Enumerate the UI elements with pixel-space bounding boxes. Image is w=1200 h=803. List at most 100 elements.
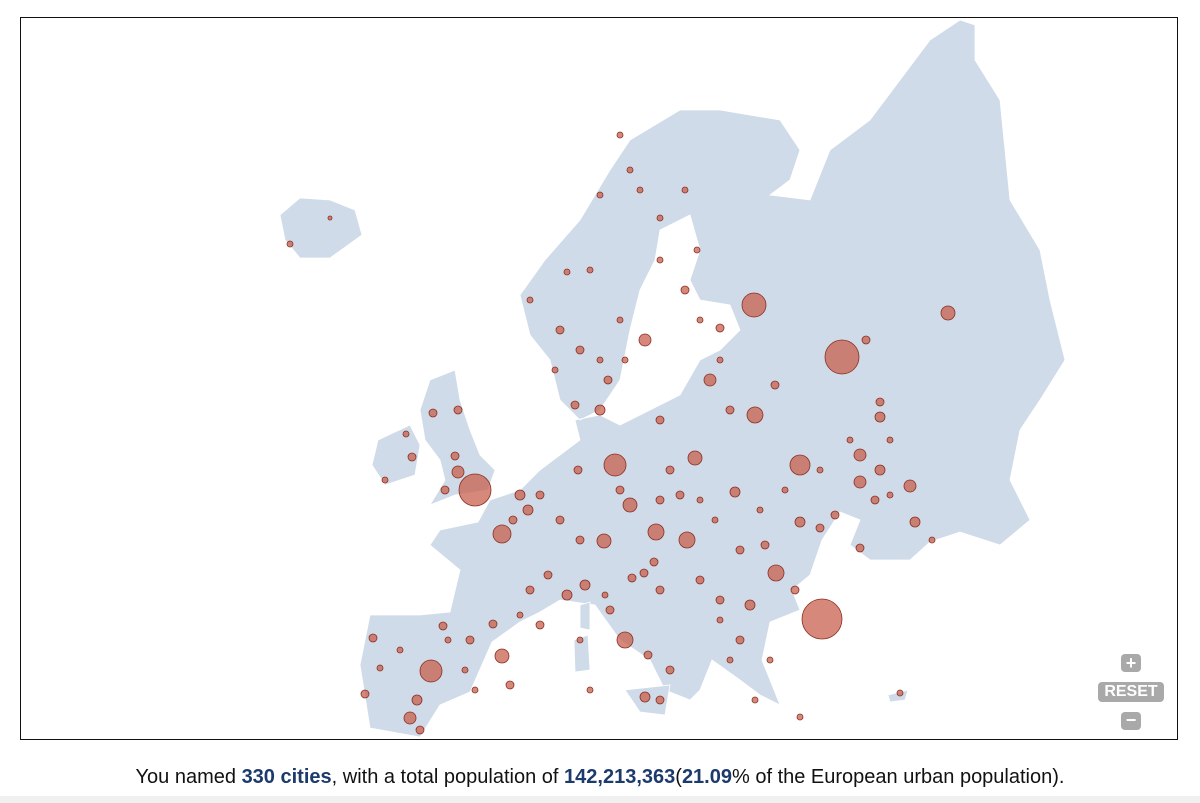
city-marker[interactable] [647,523,665,541]
city-marker[interactable] [526,296,534,304]
city-marker[interactable] [665,465,675,475]
city-marker[interactable] [643,650,653,660]
city-marker[interactable] [824,339,860,375]
city-marker[interactable] [465,635,475,645]
city-marker[interactable] [715,595,725,605]
city-marker[interactable] [639,691,651,703]
city-marker[interactable] [286,240,294,248]
city-marker[interactable] [508,515,518,525]
city-marker[interactable] [855,543,865,553]
city-marker[interactable] [535,620,545,630]
city-marker[interactable] [794,516,806,528]
city-marker[interactable] [488,619,498,629]
city-marker[interactable] [874,464,886,476]
city-marker[interactable] [458,473,492,507]
city-marker[interactable] [535,490,545,500]
city-marker[interactable] [603,375,613,385]
city-marker[interactable] [573,465,583,475]
city-marker[interactable] [579,579,591,591]
city-marker[interactable] [525,585,535,595]
city-marker[interactable] [846,436,854,444]
city-marker[interactable] [830,510,840,520]
city-marker[interactable] [403,711,417,725]
city-marker[interactable] [770,380,780,390]
city-marker[interactable] [639,568,649,578]
city-marker[interactable] [649,557,659,567]
city-marker[interactable] [696,316,704,324]
city-marker[interactable] [940,305,956,321]
city-marker[interactable] [438,621,448,631]
city-marker[interactable] [756,506,764,514]
city-marker[interactable] [680,285,690,295]
city-marker[interactable] [766,656,774,664]
city-marker[interactable] [716,356,724,364]
city-marker[interactable] [790,585,800,595]
city-marker[interactable] [655,585,665,595]
city-marker[interactable] [853,475,867,489]
city-marker[interactable] [621,356,629,364]
city-marker[interactable] [514,489,526,501]
city-marker[interactable] [861,335,871,345]
city-marker[interactable] [801,598,843,640]
city-marker[interactable] [655,495,665,505]
city-marker[interactable] [575,345,585,355]
city-marker[interactable] [725,405,735,415]
city-marker[interactable] [616,631,634,649]
city-marker[interactable] [396,646,404,654]
city-marker[interactable] [693,246,701,254]
city-marker[interactable] [696,496,704,504]
city-marker[interactable] [570,400,580,410]
city-marker[interactable] [327,215,333,221]
city-marker[interactable] [586,686,594,694]
city-marker[interactable] [729,486,741,498]
map[interactable]: + RESET − [20,17,1178,740]
city-marker[interactable] [360,689,370,699]
city-marker[interactable] [655,415,665,425]
city-marker[interactable] [411,694,423,706]
city-marker[interactable] [596,356,604,364]
city-marker[interactable] [586,266,594,274]
city-marker[interactable] [789,454,811,476]
city-marker[interactable] [575,535,585,545]
city-marker[interactable] [796,713,804,721]
city-marker[interactable] [563,268,571,276]
city-marker[interactable] [626,166,634,174]
city-marker[interactable] [816,466,824,474]
city-marker[interactable] [903,479,917,493]
city-marker[interactable] [735,635,745,645]
city-marker[interactable] [681,186,689,194]
city-marker[interactable] [555,325,565,335]
city-marker[interactable] [675,490,685,500]
city-marker[interactable] [655,695,665,705]
city-marker[interactable] [376,664,384,672]
city-marker[interactable] [636,186,644,194]
city-marker[interactable] [601,591,609,599]
city-marker[interactable] [886,491,894,499]
city-marker[interactable] [744,599,756,611]
city-marker[interactable] [874,411,886,423]
city-marker[interactable] [622,497,638,513]
city-marker[interactable] [781,486,789,494]
city-marker[interactable] [715,323,725,333]
city-marker[interactable] [716,616,724,624]
city-marker[interactable] [735,545,745,555]
city-marker[interactable] [746,406,764,424]
city-marker[interactable] [415,725,425,735]
city-marker[interactable] [522,504,534,516]
city-marker[interactable] [603,453,627,477]
city-marker[interactable] [576,636,584,644]
city-marker[interactable] [928,536,936,544]
city-marker[interactable] [726,656,734,664]
city-marker[interactable] [444,636,452,644]
city-marker[interactable] [678,531,696,549]
zoom-out[interactable]: − [1121,711,1141,730]
city-marker[interactable] [767,564,785,582]
city-marker[interactable] [605,605,615,615]
city-marker[interactable] [594,404,606,416]
city-marker[interactable] [419,659,443,683]
city-marker[interactable] [450,451,460,461]
city-marker[interactable] [596,191,604,199]
city-marker[interactable] [368,633,378,643]
city-marker[interactable] [543,570,553,580]
city-marker[interactable] [494,648,510,664]
